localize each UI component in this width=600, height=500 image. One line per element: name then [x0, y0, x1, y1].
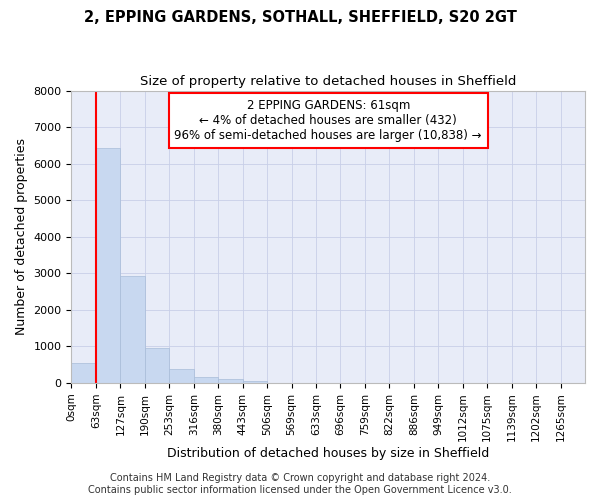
X-axis label: Distribution of detached houses by size in Sheffield: Distribution of detached houses by size …: [167, 447, 490, 460]
Bar: [121, 276, 145, 383]
Text: 2, EPPING GARDENS, SOTHALL, SHEFFIELD, S20 2GT: 2, EPPING GARDENS, SOTHALL, SHEFFIELD, S…: [83, 10, 517, 25]
Bar: [194, 377, 218, 383]
Bar: [71, 363, 96, 383]
Bar: [169, 370, 194, 383]
Bar: [96, 148, 121, 383]
Title: Size of property relative to detached houses in Sheffield: Size of property relative to detached ho…: [140, 75, 517, 88]
Y-axis label: Number of detached properties: Number of detached properties: [15, 138, 28, 336]
Bar: [242, 380, 267, 383]
Text: Contains HM Land Registry data © Crown copyright and database right 2024.
Contai: Contains HM Land Registry data © Crown c…: [88, 474, 512, 495]
Bar: [218, 380, 242, 383]
Bar: [145, 348, 169, 383]
Text: 2 EPPING GARDENS: 61sqm
← 4% of detached houses are smaller (432)
96% of semi-de: 2 EPPING GARDENS: 61sqm ← 4% of detached…: [175, 100, 482, 142]
